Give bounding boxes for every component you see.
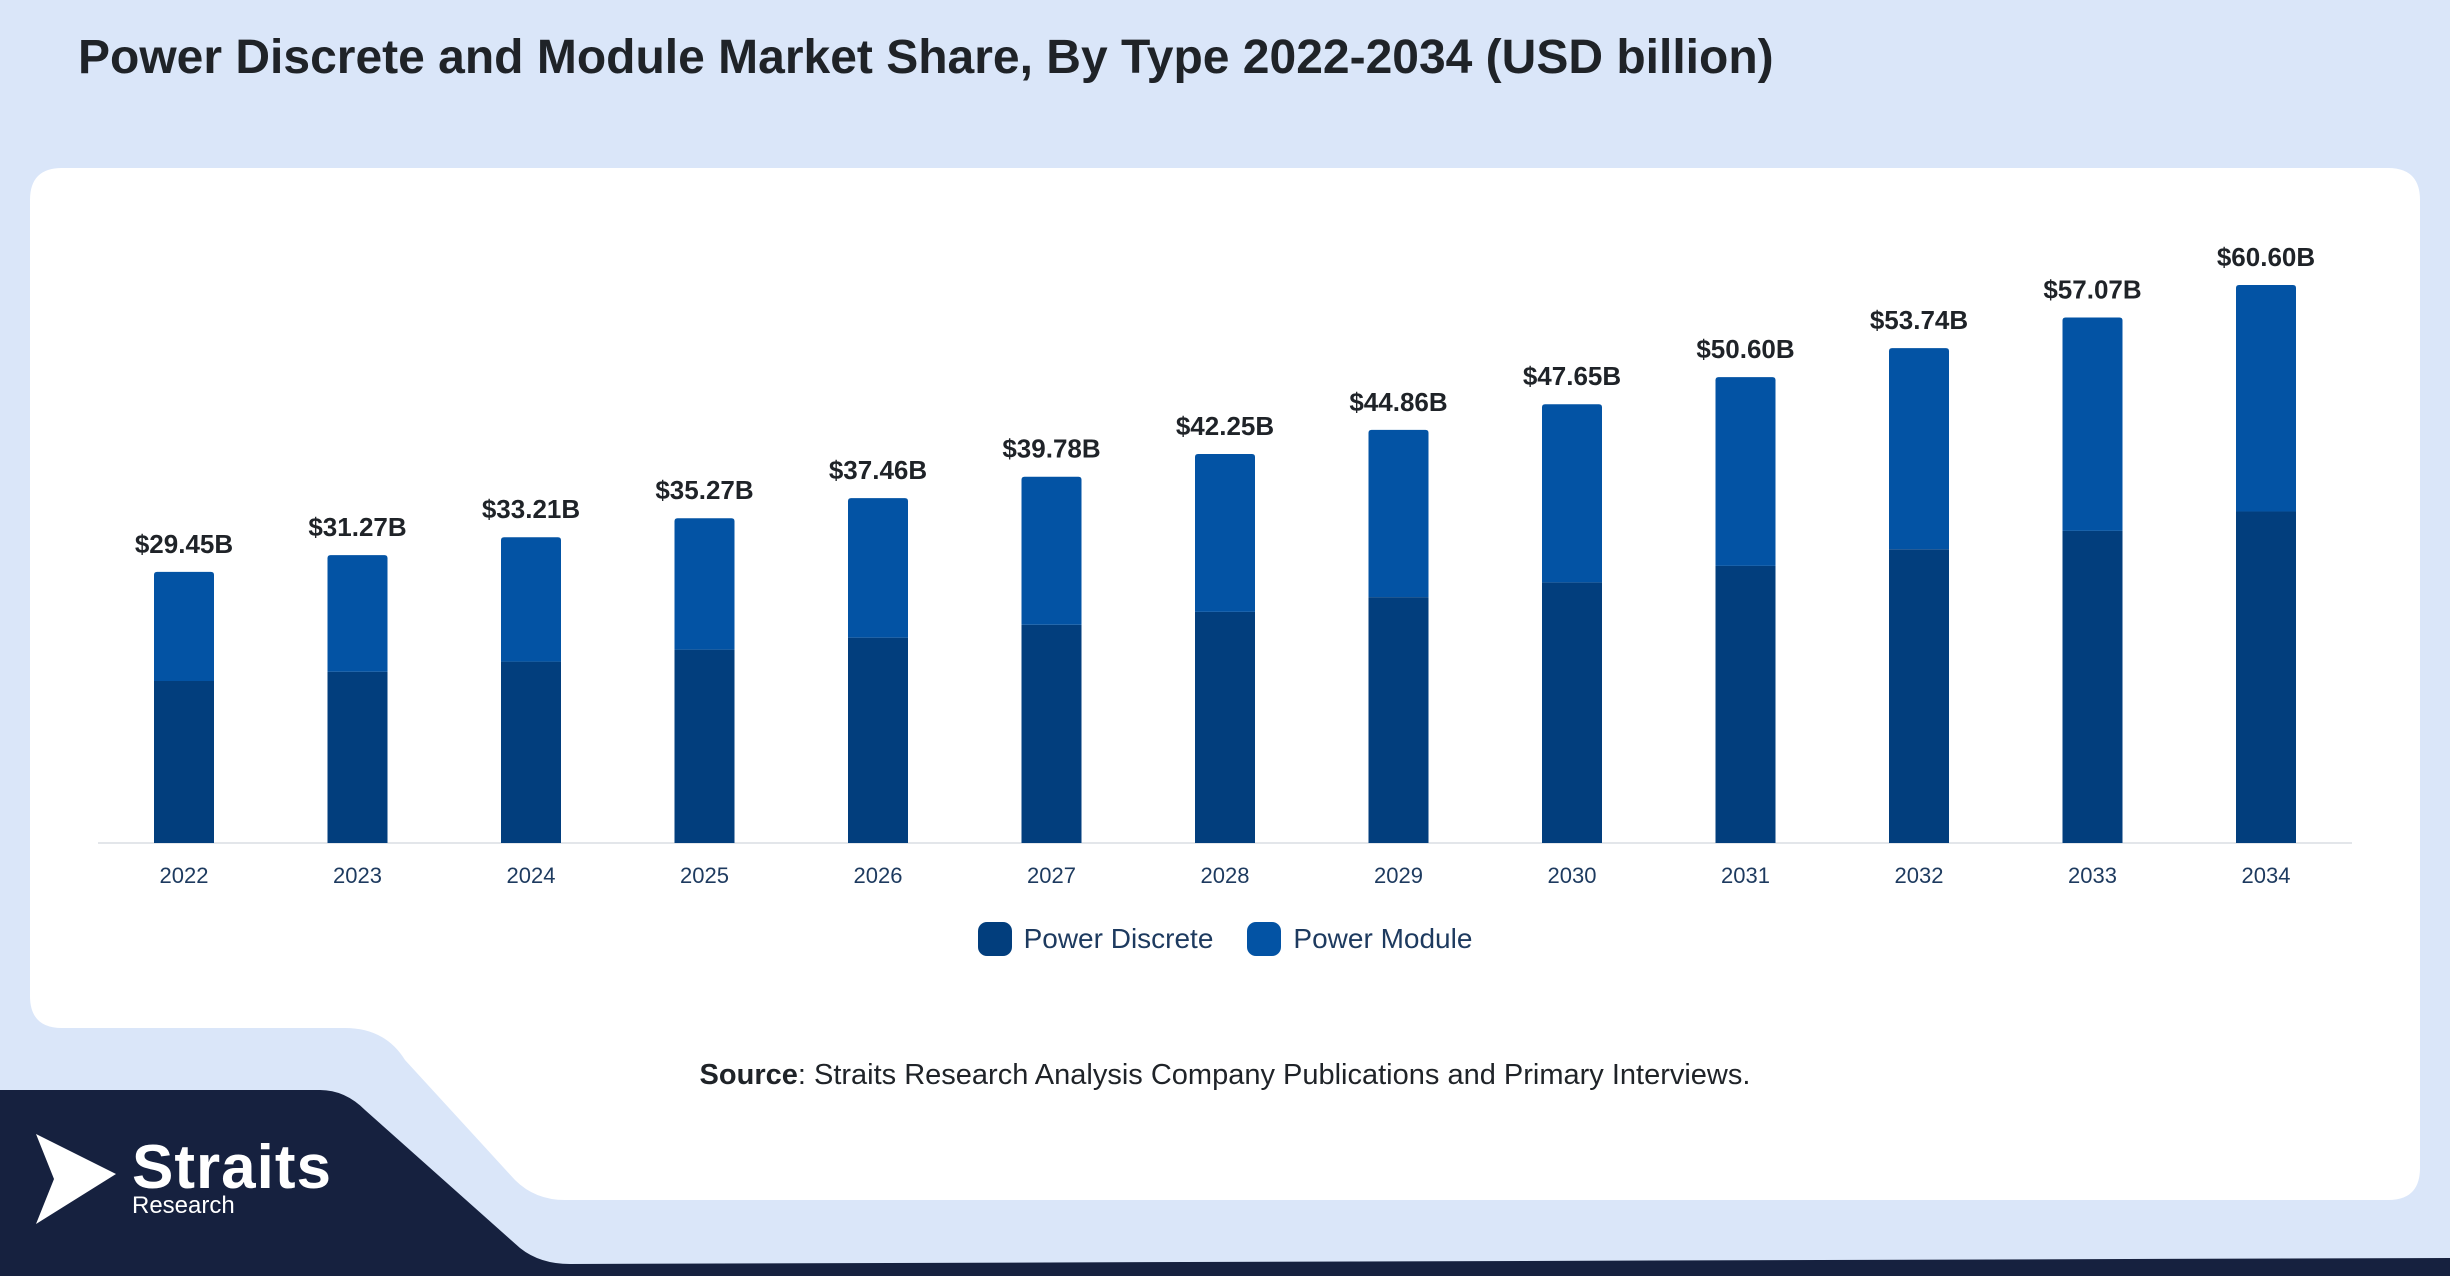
bar-power-discrete-2025: [674, 649, 735, 843]
bar-power-discrete-2024: [501, 661, 561, 843]
bar-power-discrete-2029: [1368, 597, 1429, 843]
bar-power-discrete-2027: [1021, 624, 1082, 843]
source-label: Source: [699, 1059, 798, 1091]
bar-power-discrete-2030: [1542, 582, 1602, 843]
logo-name: Straits: [132, 1133, 332, 1202]
bar-power-module-2034: [2236, 285, 2296, 512]
bar-power-discrete-2033: [2062, 530, 2123, 843]
legend-item-power-discrete: Power Discrete: [977, 922, 1214, 956]
x-tick-label-2033: 2033: [2068, 863, 2117, 888]
x-tick-label-2029: 2029: [1374, 863, 1423, 888]
total-label-2032: $53.74B: [1870, 305, 1968, 335]
x-tick-label-2031: 2031: [1721, 863, 1770, 888]
bar-power-discrete-2022: [154, 680, 214, 843]
total-label-2030: $47.65B: [1523, 361, 1621, 391]
source-text: : Straits Research Analysis Company Publ…: [797, 1059, 1751, 1091]
bar-power-discrete-2034: [2236, 511, 2296, 843]
total-label-2027: $39.78B: [1002, 434, 1100, 464]
bar-power-discrete-2023: [327, 671, 388, 843]
logo-arrow-icon: [36, 1134, 116, 1224]
x-tick-label-2025: 2025: [680, 863, 729, 888]
total-label-2029: $44.86B: [1349, 387, 1447, 417]
bar-power-module-2022: [154, 571, 214, 681]
bar-power-discrete-2031: [1715, 565, 1776, 843]
total-label-2026: $37.46B: [829, 455, 927, 485]
total-label-2033: $57.07B: [2043, 275, 2141, 305]
chart-legend: Power Discrete Power Module: [0, 922, 2450, 956]
bar-power-discrete-2032: [1889, 549, 1949, 843]
bar-power-module-2026: [848, 498, 908, 638]
total-label-2028: $42.25B: [1176, 411, 1274, 441]
total-label-2022: $29.45B: [135, 529, 233, 559]
bar-power-discrete-2026: [848, 637, 908, 843]
legend-item-power-module: Power Module: [1247, 922, 1472, 956]
logo-subtitle: Research: [132, 1192, 235, 1219]
total-label-2024: $33.21B: [482, 494, 580, 524]
x-tick-label-2027: 2027: [1027, 863, 1076, 888]
x-tick-label-2026: 2026: [854, 863, 903, 888]
legend-swatch-power-module: [1247, 922, 1282, 956]
x-tick-label-2023: 2023: [333, 863, 382, 888]
bar-power-module-2031: [1715, 377, 1776, 566]
bar-power-module-2024: [501, 537, 561, 662]
total-label-2034: $60.60B: [2217, 242, 2315, 272]
legend-label-power-discrete: Power Discrete: [1023, 923, 1214, 954]
footer-band: [0, 1090, 2450, 1276]
total-label-2025: $35.27B: [655, 475, 753, 505]
bar-power-module-2027: [1021, 476, 1082, 625]
x-tick-label-2030: 2030: [1548, 863, 1597, 888]
source-note: Source: Straits Research Analysis Compan…: [0, 1059, 2450, 1092]
bar-power-module-2032: [1889, 348, 1949, 550]
chart-title: Power Discrete and Module Market Share, …: [78, 31, 1774, 84]
bar-power-module-2023: [327, 555, 388, 672]
legend-swatch-power-discrete: [977, 922, 1012, 956]
total-label-2023: $31.27B: [308, 512, 406, 542]
x-tick-label-2028: 2028: [1201, 863, 1250, 888]
x-tick-label-2022: 2022: [160, 863, 209, 888]
straits-research-logo: Straits Research: [36, 1128, 366, 1228]
bar-power-module-2025: [674, 518, 735, 650]
x-tick-label-2034: 2034: [2242, 863, 2291, 888]
bar-power-module-2030: [1542, 404, 1602, 583]
total-label-2031: $50.60B: [1696, 334, 1794, 364]
x-tick-label-2032: 2032: [1895, 863, 1944, 888]
bar-power-module-2028: [1195, 453, 1255, 612]
x-tick-label-2024: 2024: [507, 863, 556, 888]
bar-power-module-2033: [2062, 317, 2123, 531]
bar-power-discrete-2028: [1195, 611, 1255, 843]
legend-label-power-module: Power Module: [1293, 923, 1473, 954]
bar-power-module-2029: [1368, 429, 1429, 598]
